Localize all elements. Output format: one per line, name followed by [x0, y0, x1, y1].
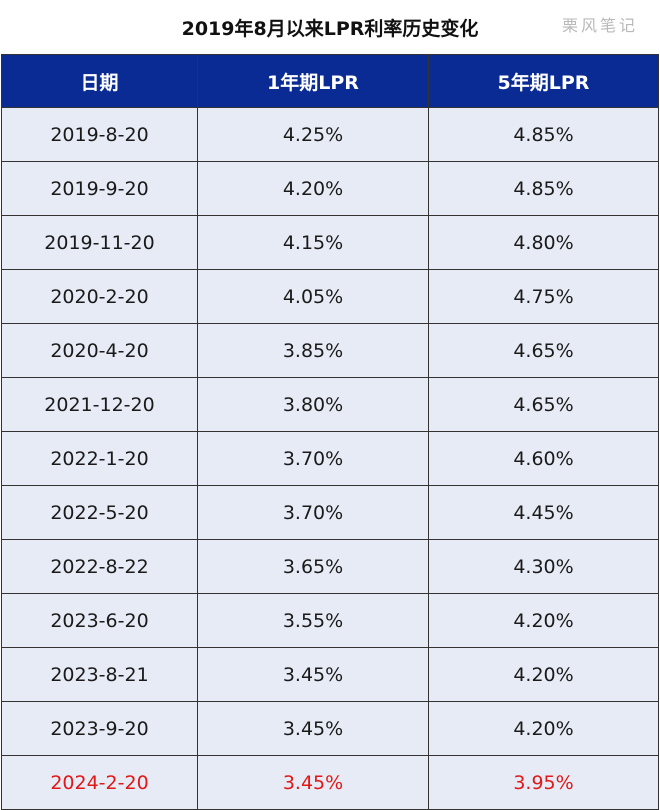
cell-lpr-5y: 4.45% [428, 485, 659, 540]
lpr-history-table: 日期 1年期LPR 5年期LPR 2019-8-20 4.25% 4.85% 2019… [1, 54, 659, 810]
cell-lpr-5y: 4.65% [428, 377, 659, 432]
cell-lpr-1y: 4.20% [197, 161, 429, 216]
cell-date: 2019-8-20 [1, 107, 198, 162]
cell-date: 2020-4-20 [1, 323, 198, 378]
table-row: 2019-8-20 4.25% 4.85% [1, 107, 659, 162]
cell-date: 2023-9-20 [1, 701, 198, 756]
cell-lpr-1y: 4.15% [197, 215, 429, 270]
cell-lpr-5y: 3.95% [428, 755, 659, 810]
table-body: 2019-8-20 4.25% 4.85% 2019-9-20 4.20% 4.85% 20… [1, 107, 659, 810]
cell-lpr-5y: 4.20% [428, 701, 659, 756]
header-lpr-1y: 1年期LPR [197, 54, 429, 108]
table-row: 2023-9-20 3.45% 4.20% [1, 701, 659, 756]
cell-lpr-1y: 3.85% [197, 323, 429, 378]
cell-lpr-1y: 3.65% [197, 539, 429, 594]
cell-date: 2023-6-20 [1, 593, 198, 648]
cell-lpr-1y: 3.45% [197, 701, 429, 756]
cell-lpr-5y: 4.20% [428, 593, 659, 648]
cell-date: 2019-11-20 [1, 215, 198, 270]
cell-lpr-1y: 3.70% [197, 431, 429, 486]
cell-lpr-1y: 3.45% [197, 647, 429, 702]
cell-lpr-5y: 4.65% [428, 323, 659, 378]
table-row: 2021-12-20 3.80% 4.65% [1, 377, 659, 432]
cell-lpr-1y: 3.80% [197, 377, 429, 432]
cell-lpr-5y: 4.85% [428, 107, 659, 162]
table-row: 2020-4-20 3.85% 4.65% [1, 323, 659, 378]
cell-date: 2020-2-20 [1, 269, 198, 324]
cell-date: 2022-5-20 [1, 485, 198, 540]
header-lpr-5y: 5年期LPR [428, 54, 659, 108]
cell-lpr-5y: 4.30% [428, 539, 659, 594]
cell-lpr-1y: 4.25% [197, 107, 429, 162]
header-date: 日期 [1, 54, 198, 108]
cell-date: 2019-9-20 [1, 161, 198, 216]
table-row: 2022-8-22 3.65% 4.30% [1, 539, 659, 594]
cell-date: 2022-8-22 [1, 539, 198, 594]
cell-date: 2023-8-21 [1, 647, 198, 702]
page-title: 2019年8月以来LPR利率历史变化 [181, 18, 479, 40]
cell-date: 2022-1-20 [1, 431, 198, 486]
cell-lpr-5y: 4.60% [428, 431, 659, 486]
table-row: 2022-5-20 3.70% 4.45% [1, 485, 659, 540]
cell-date: 2024-2-20 [1, 755, 198, 810]
table-row: 2022-1-20 3.70% 4.60% [1, 431, 659, 486]
cell-lpr-1y: 3.55% [197, 593, 429, 648]
cell-lpr-5y: 4.80% [428, 215, 659, 270]
table-row: 2019-11-20 4.15% 4.80% [1, 215, 659, 270]
table-row: 2019-9-20 4.20% 4.85% [1, 161, 659, 216]
table-row: 2024-2-20 3.45% 3.95% [1, 755, 659, 810]
watermark-logo: 栗风笔记 [561, 16, 638, 35]
table-row: 2023-6-20 3.55% 4.20% [1, 593, 659, 648]
cell-lpr-5y: 4.85% [428, 161, 659, 216]
cell-lpr-1y: 3.45% [197, 755, 429, 810]
cell-lpr-5y: 4.20% [428, 647, 659, 702]
table-header-row: 日期 1年期LPR 5年期LPR [1, 54, 659, 108]
cell-lpr-1y: 3.70% [197, 485, 429, 540]
cell-lpr-5y: 4.75% [428, 269, 659, 324]
table-row: 2020-2-20 4.05% 4.75% [1, 269, 659, 324]
cell-lpr-1y: 4.05% [197, 269, 429, 324]
cell-date: 2021-12-20 [1, 377, 198, 432]
table-row: 2023-8-21 3.45% 4.20% [1, 647, 659, 702]
